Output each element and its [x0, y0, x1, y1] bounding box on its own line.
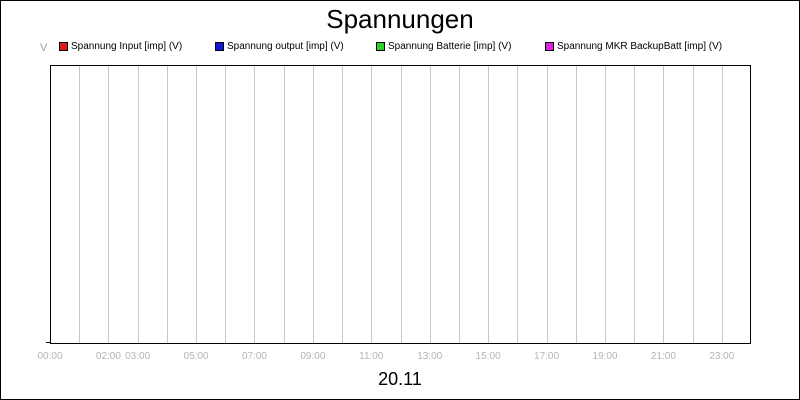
- legend-label-mkr-backupbatt: Spannung MKR BackupBatt [imp] (V): [557, 40, 723, 52]
- legend-label-batterie: Spannung Batterie [imp] (V): [388, 40, 512, 52]
- legend-item-mkr-backupbatt: Spannung MKR BackupBatt [imp] (V): [545, 39, 722, 53]
- legend-label-output: Spannung output [imp] (V): [227, 40, 344, 52]
- x-tick-label: 19:00: [592, 351, 617, 362]
- legend-item-output: Spannung output [imp] (V): [215, 39, 344, 53]
- date-label: 20.11: [378, 369, 422, 389]
- plot-border: [50, 65, 751, 344]
- legend-item-input: Spannung Input [imp] (V): [59, 39, 182, 53]
- x-tick-label: 03:00: [125, 351, 150, 362]
- legend-label-input: Spannung Input [imp] (V): [71, 40, 183, 52]
- x-tick-label: 15:00: [476, 351, 501, 362]
- y-axis-label: V: [40, 42, 48, 54]
- legend-item-batterie: Spannung Batterie [imp] (V): [376, 39, 511, 53]
- x-tick-label: 09:00: [300, 351, 325, 362]
- x-tick-label: 17:00: [534, 351, 559, 362]
- x-tick-label: 00:00: [37, 351, 62, 362]
- x-tick-label: 13:00: [417, 351, 442, 362]
- x-tick-label: 02:00: [96, 351, 121, 362]
- x-tick-label: 05:00: [184, 351, 209, 362]
- x-tick-label: 11:00: [359, 351, 384, 362]
- legend-swatch-output: [215, 41, 224, 51]
- x-tick-label: 21:00: [651, 351, 676, 362]
- x-tick-label: 07:00: [242, 351, 267, 362]
- legend-swatch-batterie: [376, 41, 385, 51]
- x-tick-label: 23:00: [709, 351, 734, 362]
- chart-title: Spannungen: [326, 4, 474, 34]
- legend-swatch-mkr-backupbatt: [545, 41, 554, 51]
- legend-swatch-input: [59, 41, 68, 51]
